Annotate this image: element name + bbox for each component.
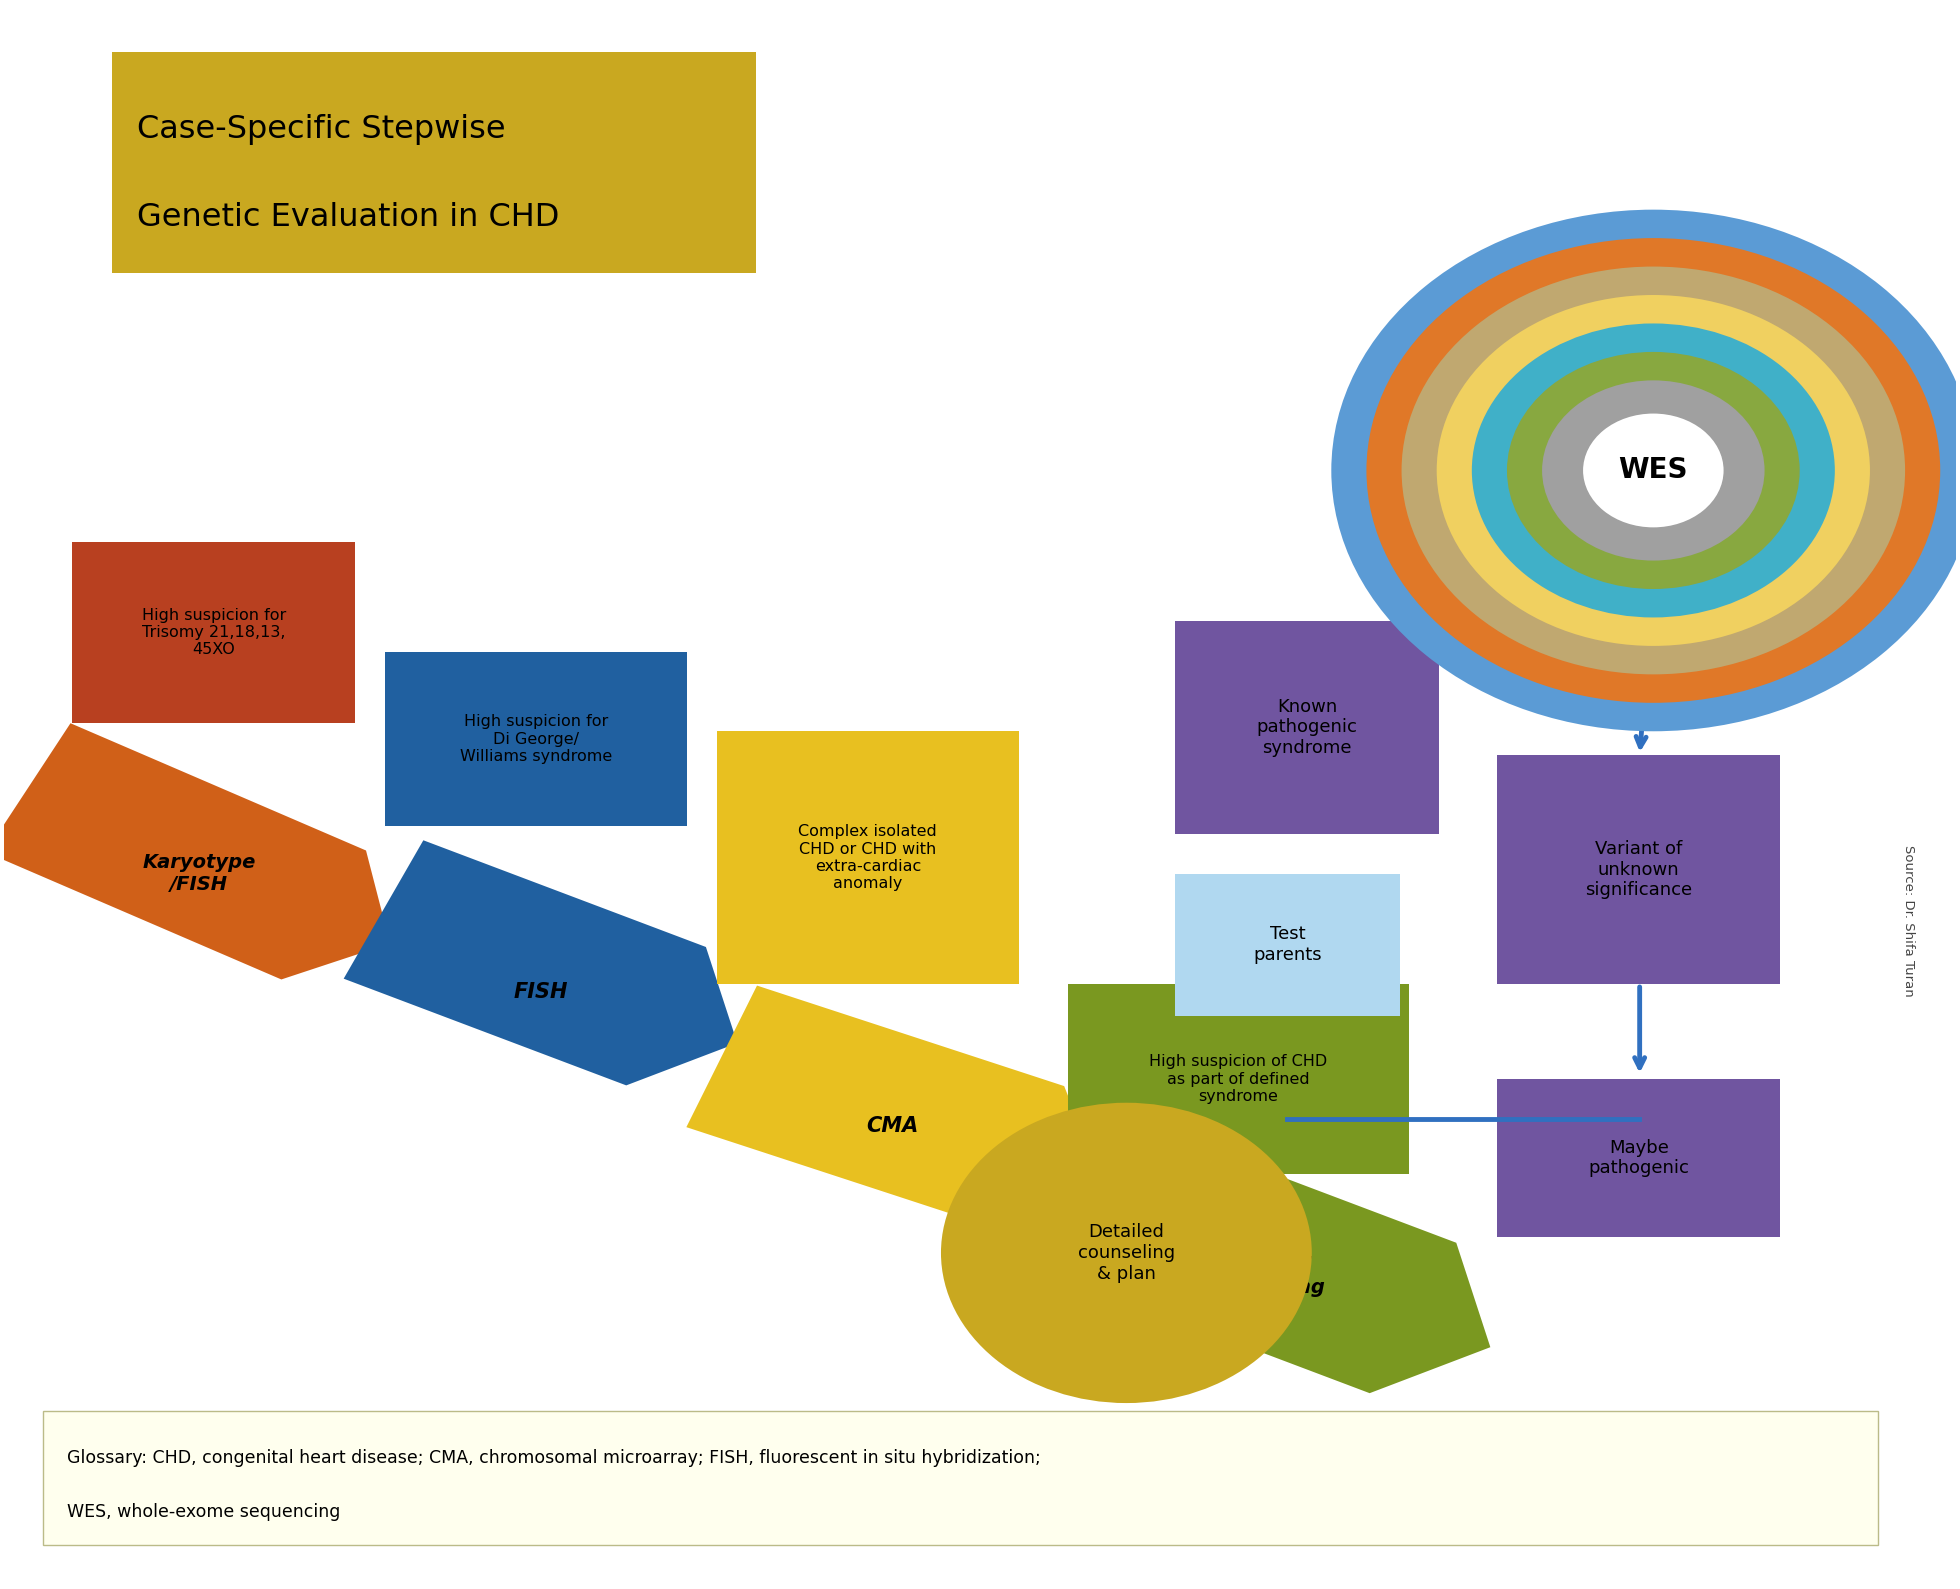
Circle shape <box>1472 324 1835 618</box>
Text: Maybe
pathogenic: Maybe pathogenic <box>1588 1139 1690 1177</box>
Circle shape <box>941 1103 1311 1403</box>
Polygon shape <box>1031 1115 1490 1394</box>
Text: High suspicion for
Di George/
Williams syndrome: High suspicion for Di George/ Williams s… <box>461 715 612 764</box>
Text: High suspicion of CHD
as part of defined
syndrome: High suspicion of CHD as part of defined… <box>1149 1054 1327 1104</box>
Polygon shape <box>0 723 390 979</box>
FancyBboxPatch shape <box>1176 621 1439 834</box>
FancyBboxPatch shape <box>43 1411 1878 1546</box>
Text: Variant of
unknown
significance: Variant of unknown significance <box>1586 839 1691 899</box>
Text: FISH: FISH <box>514 982 568 1003</box>
Text: Genetic Evaluation in CHD: Genetic Evaluation in CHD <box>137 202 559 234</box>
Text: Karyotype
/FISH: Karyotype /FISH <box>143 853 257 895</box>
Text: High suspicion for
Trisomy 21,18,13,
45XO: High suspicion for Trisomy 21,18,13, 45X… <box>141 607 286 658</box>
FancyBboxPatch shape <box>384 651 688 826</box>
Text: WES: WES <box>1619 456 1688 485</box>
Text: Detailed
counseling
& plan: Detailed counseling & plan <box>1078 1224 1174 1282</box>
FancyBboxPatch shape <box>1497 1079 1780 1238</box>
FancyBboxPatch shape <box>717 731 1019 984</box>
Text: Source: Dr. Shifa Turan: Source: Dr. Shifa Turan <box>1903 845 1915 996</box>
Polygon shape <box>686 985 1102 1228</box>
FancyBboxPatch shape <box>112 51 755 273</box>
Circle shape <box>1331 210 1960 731</box>
Text: Glossary: CHD, congenital heart disease; CMA, chromosomal microarray; FISH, fluo: Glossary: CHD, congenital heart disease;… <box>67 1449 1041 1467</box>
Circle shape <box>1507 351 1799 590</box>
Text: Case-Specific Stepwise: Case-Specific Stepwise <box>137 113 506 145</box>
Text: WES, whole-exome sequencing: WES, whole-exome sequencing <box>67 1503 339 1521</box>
Polygon shape <box>343 841 737 1085</box>
Text: Targeted
sequencing: Targeted sequencing <box>1200 1255 1325 1297</box>
FancyBboxPatch shape <box>1068 984 1409 1174</box>
FancyBboxPatch shape <box>73 542 355 723</box>
Circle shape <box>1584 413 1723 528</box>
FancyBboxPatch shape <box>1176 874 1399 1015</box>
Circle shape <box>1366 238 1940 702</box>
FancyBboxPatch shape <box>1497 755 1780 984</box>
Circle shape <box>1437 296 1870 645</box>
Circle shape <box>1401 267 1905 674</box>
Text: Complex isolated
CHD or CHD with
extra-cardiac
anomaly: Complex isolated CHD or CHD with extra-c… <box>798 825 937 891</box>
Text: CMA: CMA <box>866 1117 919 1136</box>
Text: Test
parents: Test parents <box>1252 925 1321 965</box>
Text: Known
pathogenic
syndrome: Known pathogenic syndrome <box>1256 698 1358 756</box>
Circle shape <box>1543 380 1764 561</box>
